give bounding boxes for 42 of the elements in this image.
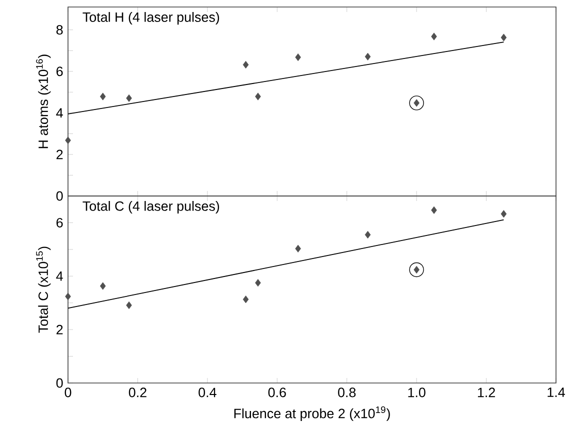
y-tick-label: 0 bbox=[56, 378, 63, 388]
x-tick-label: 1.2 bbox=[478, 388, 495, 398]
y-tick-label: 4 bbox=[56, 108, 63, 118]
point bbox=[364, 52, 371, 60]
point bbox=[409, 262, 424, 278]
x-tick-label: 0.6 bbox=[268, 388, 286, 398]
y-tick-label: 4 bbox=[56, 272, 63, 281]
point bbox=[295, 244, 301, 252]
point bbox=[500, 34, 507, 42]
x-tick-label: 0.2 bbox=[128, 388, 146, 398]
point bbox=[431, 206, 437, 214]
x-axis-title: Fluence at probe 2 (x10$^{19}$) bbox=[234, 406, 390, 421]
point bbox=[100, 282, 106, 290]
y-axis-title: Total C (x10$^{15}$) bbox=[36, 246, 51, 333]
point bbox=[295, 53, 301, 62]
chart-title: Total H (4 laser pulses) bbox=[82, 12, 220, 25]
point bbox=[65, 292, 71, 300]
x-tick-label: 0 bbox=[64, 388, 72, 398]
y-tick-label: 6 bbox=[56, 66, 63, 76]
x-tick-label: 0.8 bbox=[338, 388, 356, 398]
x-tick-label: 1.4 bbox=[548, 388, 565, 397]
point bbox=[100, 92, 106, 100]
point bbox=[364, 230, 371, 239]
y-tick-label: 0 bbox=[56, 191, 63, 201]
point bbox=[126, 94, 132, 102]
point bbox=[65, 136, 71, 144]
point bbox=[255, 92, 261, 100]
point bbox=[409, 96, 424, 110]
point bbox=[242, 60, 249, 69]
y-tick-label: 8 bbox=[56, 25, 63, 35]
point bbox=[242, 296, 249, 304]
point bbox=[255, 279, 261, 287]
point bbox=[500, 210, 507, 218]
chart-title: Total C (4 laser pulses) bbox=[82, 201, 220, 214]
y-axis-title: H atoms (x10$^{16}$) bbox=[36, 54, 51, 148]
point bbox=[126, 301, 132, 310]
point bbox=[431, 32, 437, 40]
y-tick-label: 2 bbox=[56, 150, 63, 160]
y-tick-label: 2 bbox=[56, 324, 63, 334]
x-tick-label: 1.0 bbox=[408, 388, 426, 398]
y-tick-label: 6 bbox=[56, 218, 63, 228]
x-tick-label: 0.4 bbox=[198, 388, 216, 398]
